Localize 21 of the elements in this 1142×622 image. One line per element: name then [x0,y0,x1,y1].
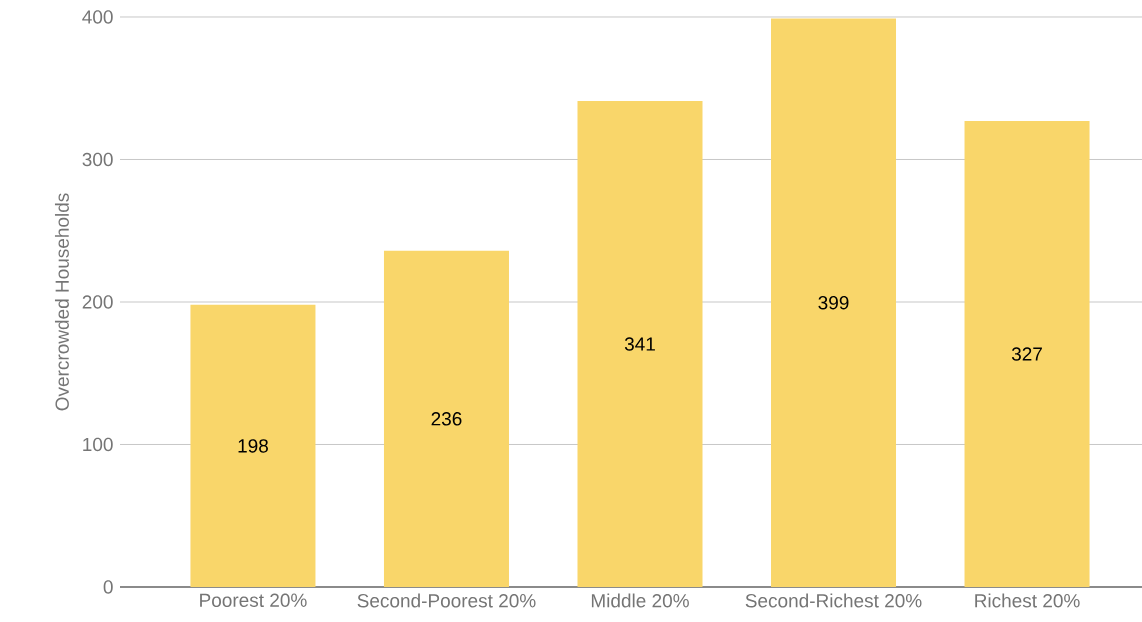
x-tick-label: Second-Poorest 20% [357,593,536,608]
y-tick-label: 100 [83,437,113,452]
x-tick-label: Middle 20% [591,593,689,608]
x-tick-label: Poorest 20% [200,593,307,607]
bar [190,304,316,587]
bar [577,101,703,587]
bar [964,121,1090,587]
data-label: 327 [1011,347,1042,361]
y-axis-title: Overcrowded Households [54,193,69,411]
data-label: 236 [431,412,462,426]
x-tick-label: Richest 20% [975,593,1080,608]
bar [383,250,509,587]
y-tick-label: 300 [82,152,113,167]
y-tick-label: 200 [82,295,113,309]
y-tick-label: 0 [103,580,113,594]
bar [771,18,897,587]
data-label: 399 [818,295,849,310]
y-tick-label: 400 [82,10,113,24]
x-tick-label: Second-Richest 20% [745,593,922,608]
data-label: 341 [624,337,655,351]
data-label: 198 [238,439,268,453]
